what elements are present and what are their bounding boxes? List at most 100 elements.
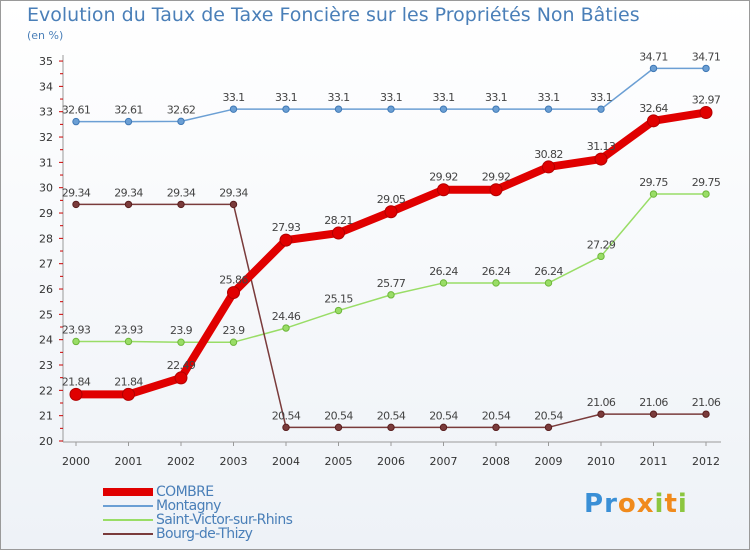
data-point-saint-victor-sur-rhins <box>649 190 658 198</box>
data-label-montagny: 33.1 <box>327 91 349 104</box>
data-label-montagny: 33.1 <box>537 91 559 104</box>
data-point-bourg-de-thizy <box>124 200 133 209</box>
data-point-bourg-de-thizy <box>229 200 238 209</box>
data-point-saint-victor-sur-rhins <box>439 279 448 287</box>
legend-item-bourg-de-thizy: Bourg-de-Thizy <box>103 526 363 542</box>
data-label-bourg-de-thizy: 21.06 <box>587 396 616 409</box>
data-point-combre <box>437 183 450 197</box>
series-line-combre <box>72 108 710 399</box>
data-label-bourg-de-thizy: 20.54 <box>429 409 458 422</box>
data-point-bourg-de-thizy <box>282 423 290 432</box>
data-point-montagny <box>282 105 290 113</box>
data-label-combre: 25.86 <box>219 274 248 287</box>
data-label-combre: 29.05 <box>377 193 406 206</box>
data-label-saint-victor-sur-rhins: 23.9 <box>222 324 245 337</box>
data-label-montagny: 34.71 <box>692 50 721 63</box>
x-tick-label: 2006 <box>377 455 405 468</box>
x-tick-label: 2009 <box>535 455 563 468</box>
data-point-combre <box>227 286 240 300</box>
data-point-montagny <box>544 105 553 113</box>
data-label-bourg-de-thizy: 21.06 <box>692 396 721 409</box>
logo-letter: o <box>617 489 637 519</box>
logo-letter: i <box>654 489 665 519</box>
y-tick-label: 29 <box>39 207 53 220</box>
data-label-bourg-de-thizy: 20.54 <box>534 409 563 422</box>
y-tick-label: 24 <box>39 334 53 347</box>
data-label-bourg-de-thizy: 20.54 <box>272 409 301 422</box>
data-label-montagny: 33.1 <box>590 91 612 104</box>
legend-item-saint-victor: Saint-Victor-sur-Rhins <box>103 512 363 528</box>
x-tick-label: 2003 <box>220 455 248 468</box>
data-label-saint-victor-sur-rhins: 27.29 <box>587 238 616 251</box>
data-label-saint-victor-sur-rhins: 26.24 <box>482 265 511 278</box>
data-label-montagny: 32.62 <box>167 103 196 116</box>
data-point-combre <box>122 387 135 401</box>
legend-swatch-saint-victor <box>103 519 153 521</box>
data-point-montagny <box>229 105 238 113</box>
data-point-bourg-de-thizy <box>492 423 500 432</box>
data-point-combre <box>489 183 503 197</box>
data-label-saint-victor-sur-rhins: 29.75 <box>639 176 668 189</box>
data-label-saint-victor-sur-rhins: 24.46 <box>272 310 301 323</box>
logo-letter: x <box>636 489 655 519</box>
y-tick-label: 23 <box>39 359 53 372</box>
x-tick-label: 2007 <box>430 455 458 468</box>
y-tick-label: 35 <box>39 55 53 68</box>
y-tick-label: 30 <box>39 182 53 195</box>
data-point-montagny <box>124 117 133 126</box>
y-tick-label: 22 <box>39 384 53 397</box>
logo-letter: r <box>604 489 618 519</box>
data-point-saint-victor-sur-rhins <box>597 252 605 261</box>
data-label-saint-victor-sur-rhins: 25.77 <box>377 277 406 290</box>
data-point-bourg-de-thizy <box>597 410 605 418</box>
y-tick-label: 25 <box>39 308 53 321</box>
data-point-montagny <box>702 64 710 73</box>
y-tick-label: 32 <box>39 131 53 144</box>
legend: COMBRE Montagny Saint-Victor-sur-Rhins B… <box>103 484 363 542</box>
data-point-saint-victor-sur-rhins <box>282 324 290 332</box>
x-tick-label: 2001 <box>115 455 143 468</box>
data-point-combre <box>174 371 188 385</box>
data-label-montagny: 33.1 <box>222 91 244 104</box>
data-point-bourg-de-thizy <box>72 200 80 209</box>
data-point-combre <box>699 105 713 119</box>
data-point-bourg-de-thizy <box>649 410 658 418</box>
data-point-combre <box>384 205 398 219</box>
chart-title: Evolution du Taux de Taxe Foncière sur l… <box>27 4 640 26</box>
data-label-saint-victor-sur-rhins: 29.75 <box>692 176 721 189</box>
data-label-combre: 28.21 <box>324 214 353 227</box>
data-label-combre: 22.49 <box>167 359 196 372</box>
data-point-combre <box>332 226 345 240</box>
data-point-saint-victor-sur-rhins <box>229 338 238 346</box>
x-tick-label: 2005 <box>325 455 353 468</box>
proxiti-logo: Proxiti <box>584 489 688 519</box>
data-label-montagny: 33.1 <box>380 91 402 104</box>
data-label-combre: 32.64 <box>639 102 668 115</box>
x-tick-label: 2010 <box>587 455 615 468</box>
data-label-combre: 29.92 <box>482 171 511 184</box>
y-tick-label: 20 <box>39 435 53 448</box>
x-tick-label: 2004 <box>272 455 300 468</box>
legend-item-montagny: Montagny <box>103 498 363 514</box>
data-point-montagny <box>387 105 395 113</box>
y-tick-label: 34 <box>39 80 53 93</box>
data-point-combre <box>542 160 555 174</box>
data-label-bourg-de-thizy: 29.34 <box>114 186 143 199</box>
data-label-montagny: 33.1 <box>485 91 507 104</box>
data-label-montagny: 33.1 <box>275 91 297 104</box>
data-point-montagny <box>439 105 448 113</box>
x-tick-label: 2012 <box>692 455 720 468</box>
logo-letter: i <box>677 489 688 519</box>
data-label-montagny: 32.61 <box>114 104 143 117</box>
data-point-bourg-de-thizy <box>387 423 395 432</box>
data-label-bourg-de-thizy: 29.34 <box>219 186 248 199</box>
data-point-combre <box>69 387 83 401</box>
data-label-combre: 32.97 <box>692 93 721 106</box>
y-axis-unit: (en %) <box>27 29 64 42</box>
x-tick-label: 2002 <box>167 455 195 468</box>
y-tick-label: 21 <box>39 410 53 423</box>
data-label-bourg-de-thizy: 21.06 <box>639 396 668 409</box>
data-point-montagny <box>177 117 185 126</box>
data-label-saint-victor-sur-rhins: 23.93 <box>114 323 143 336</box>
